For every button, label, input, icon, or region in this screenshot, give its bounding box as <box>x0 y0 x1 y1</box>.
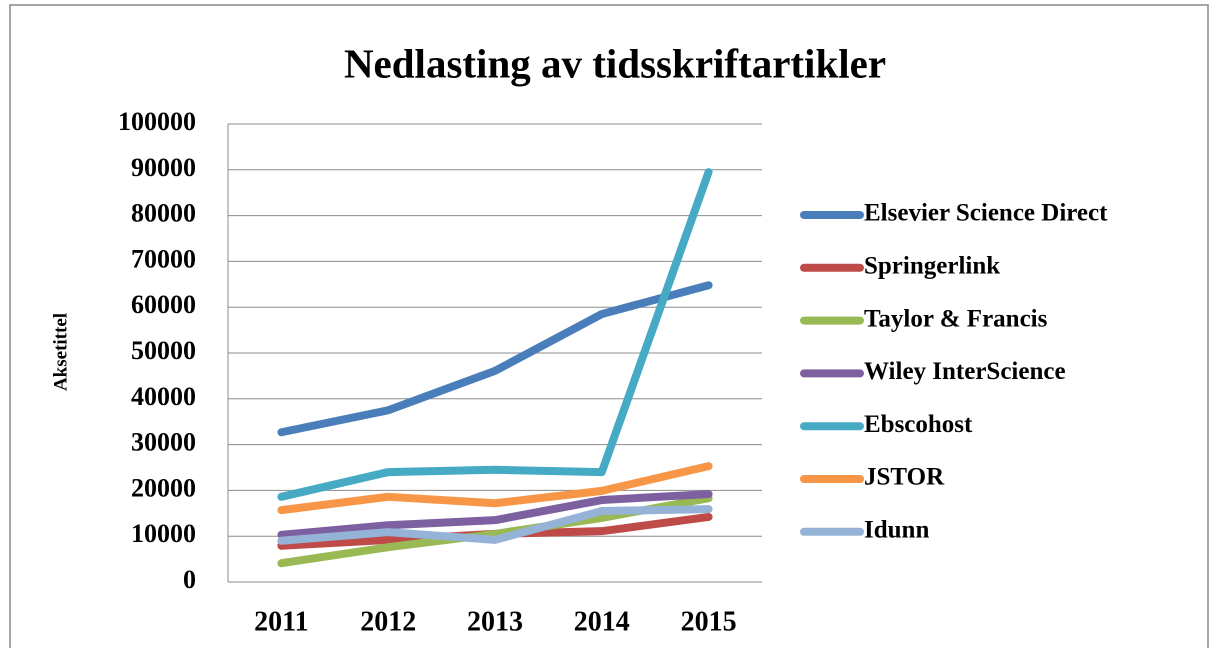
y-tick-label: 20000 <box>131 473 196 502</box>
y-axis-title: Aksetittel <box>50 313 71 391</box>
y-tick-label: 50000 <box>131 336 196 365</box>
legend-label: Taylor & Francis <box>864 305 1048 332</box>
legend-label: Springerlink <box>864 253 1000 280</box>
legend-label: Wiley InterScience <box>864 358 1066 385</box>
series-line <box>277 168 713 501</box>
legend-label: Ebscohost <box>864 411 973 438</box>
y-tick-label: 90000 <box>131 153 196 182</box>
legend-label: Idunn <box>864 517 929 544</box>
chart-border <box>9 4 1209 648</box>
legend-label: Elsevier Science Direct <box>864 200 1108 227</box>
y-tick-label: 30000 <box>131 428 196 457</box>
chart-title: Nedlasting av tidsskriftartikler <box>344 40 886 86</box>
x-tick-label: 2013 <box>467 606 523 637</box>
y-tick-label: 40000 <box>131 382 196 411</box>
y-tick-label: 60000 <box>131 290 196 319</box>
y-tick-label: 100000 <box>118 107 196 136</box>
legend-label: JSTOR <box>864 464 945 491</box>
x-tick-label: 2015 <box>681 606 737 637</box>
series-line <box>277 281 713 437</box>
x-tick-label: 2012 <box>360 606 416 637</box>
y-tick-label: 0 <box>183 565 196 594</box>
series-line <box>277 490 713 539</box>
y-tick-label: 10000 <box>131 519 196 548</box>
x-tick-label: 2014 <box>574 606 630 637</box>
series-line <box>277 462 713 515</box>
x-tick-label: 2011 <box>254 606 308 637</box>
y-tick-label: 70000 <box>131 244 196 273</box>
y-tick-label: 80000 <box>131 199 196 228</box>
series-line <box>277 505 713 545</box>
